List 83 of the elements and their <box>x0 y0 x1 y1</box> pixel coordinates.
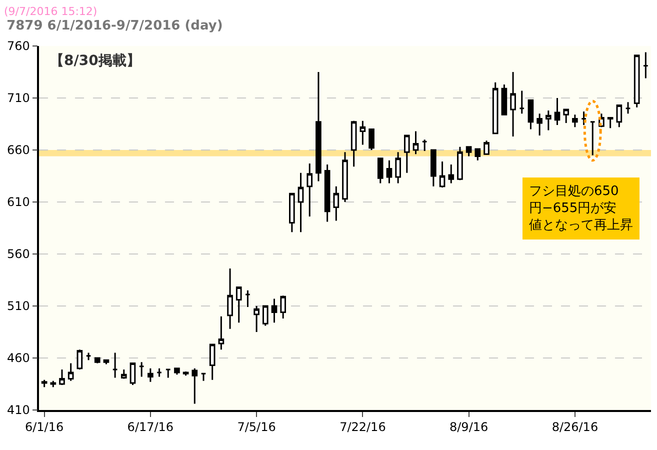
x-tick-label: 6/1/16 <box>25 420 64 434</box>
candlestick <box>86 352 92 361</box>
candlestick <box>510 71 516 138</box>
candlestick <box>280 294 286 320</box>
candlestick <box>360 120 366 146</box>
candlestick <box>148 368 154 383</box>
x-tick-label: 6/17/16 <box>127 420 174 434</box>
chart-title: 7879 6/1/2016-9/7/2016 (day) <box>6 18 223 34</box>
candlestick <box>492 82 498 134</box>
candlestick <box>386 160 392 184</box>
candlestick <box>68 362 74 382</box>
candlestick <box>316 71 322 182</box>
candlestick <box>298 172 304 233</box>
y-tick-label: 510 <box>6 299 30 314</box>
candlestick <box>422 138 428 152</box>
candlestick <box>439 160 446 188</box>
candlestick <box>404 134 410 174</box>
candlestick <box>545 110 552 131</box>
candlestick <box>218 316 224 350</box>
candlestick <box>528 99 534 130</box>
candlestick <box>94 357 100 364</box>
candlestick <box>192 368 198 405</box>
candlestick <box>306 162 313 218</box>
candlestick <box>350 120 357 168</box>
candlestick <box>209 344 216 381</box>
candlestick <box>156 368 162 378</box>
candlestick <box>616 104 622 128</box>
candlestick <box>244 290 251 308</box>
candlestick <box>607 117 614 129</box>
y-tick-label: 610 <box>6 195 30 210</box>
x-tick-label: 7/5/16 <box>237 420 276 434</box>
y-tick-label: 760 <box>6 39 30 54</box>
candlestick <box>412 130 419 155</box>
candlestick <box>138 361 145 378</box>
y-tick-label: 560 <box>6 247 30 262</box>
candlestick <box>430 149 436 188</box>
candlestick <box>395 151 401 184</box>
candlestick <box>501 84 508 116</box>
candlestick <box>324 164 330 223</box>
candlestick <box>563 108 570 124</box>
candlestick <box>466 146 472 157</box>
candlestick <box>50 380 56 388</box>
candlestick <box>457 146 463 181</box>
candlestick <box>120 368 127 380</box>
candlestick <box>112 352 118 379</box>
y-tick-label: 710 <box>6 91 30 106</box>
candlestick <box>59 368 65 386</box>
candlestick <box>518 90 525 114</box>
candlestick <box>580 110 587 126</box>
candlestick <box>634 54 640 108</box>
x-tick-label: 8/9/16 <box>450 420 488 434</box>
annotation: 【8/30掲載】 <box>50 53 140 69</box>
candlestick <box>174 368 180 376</box>
candlestick <box>554 97 560 126</box>
candlestick <box>625 101 631 114</box>
candlestick <box>342 151 348 203</box>
candlestick <box>642 51 649 79</box>
candlestick <box>200 372 206 382</box>
candlestick <box>474 148 481 162</box>
chart-subtitle: (9/7/2016 15:12) <box>4 5 98 18</box>
candlestick <box>289 192 295 233</box>
candlestick <box>271 298 278 324</box>
candlestick <box>333 186 340 222</box>
candlestick <box>130 362 136 386</box>
x-tick-label: 8/26/16 <box>552 420 598 434</box>
candlestick <box>377 158 384 184</box>
candlestick <box>165 368 172 379</box>
candlestick <box>76 348 83 370</box>
y-tick-label: 460 <box>6 351 30 366</box>
candlestick <box>254 305 260 333</box>
y-tick-label: 410 <box>6 403 30 418</box>
candlestick <box>236 286 242 324</box>
candlestick <box>227 268 233 330</box>
candlestick <box>536 112 542 136</box>
candlestick <box>572 114 578 128</box>
candlestick <box>262 305 268 327</box>
candlestick <box>368 128 374 151</box>
y-tick-label: 660 <box>6 143 30 158</box>
candlestick <box>448 164 454 184</box>
annotation: フシ目処の650円−655円が安値となって再上昇 <box>529 184 633 233</box>
candlestick <box>484 140 490 155</box>
candlestick <box>590 121 596 156</box>
x-tick-label: 7/22/16 <box>340 420 386 434</box>
